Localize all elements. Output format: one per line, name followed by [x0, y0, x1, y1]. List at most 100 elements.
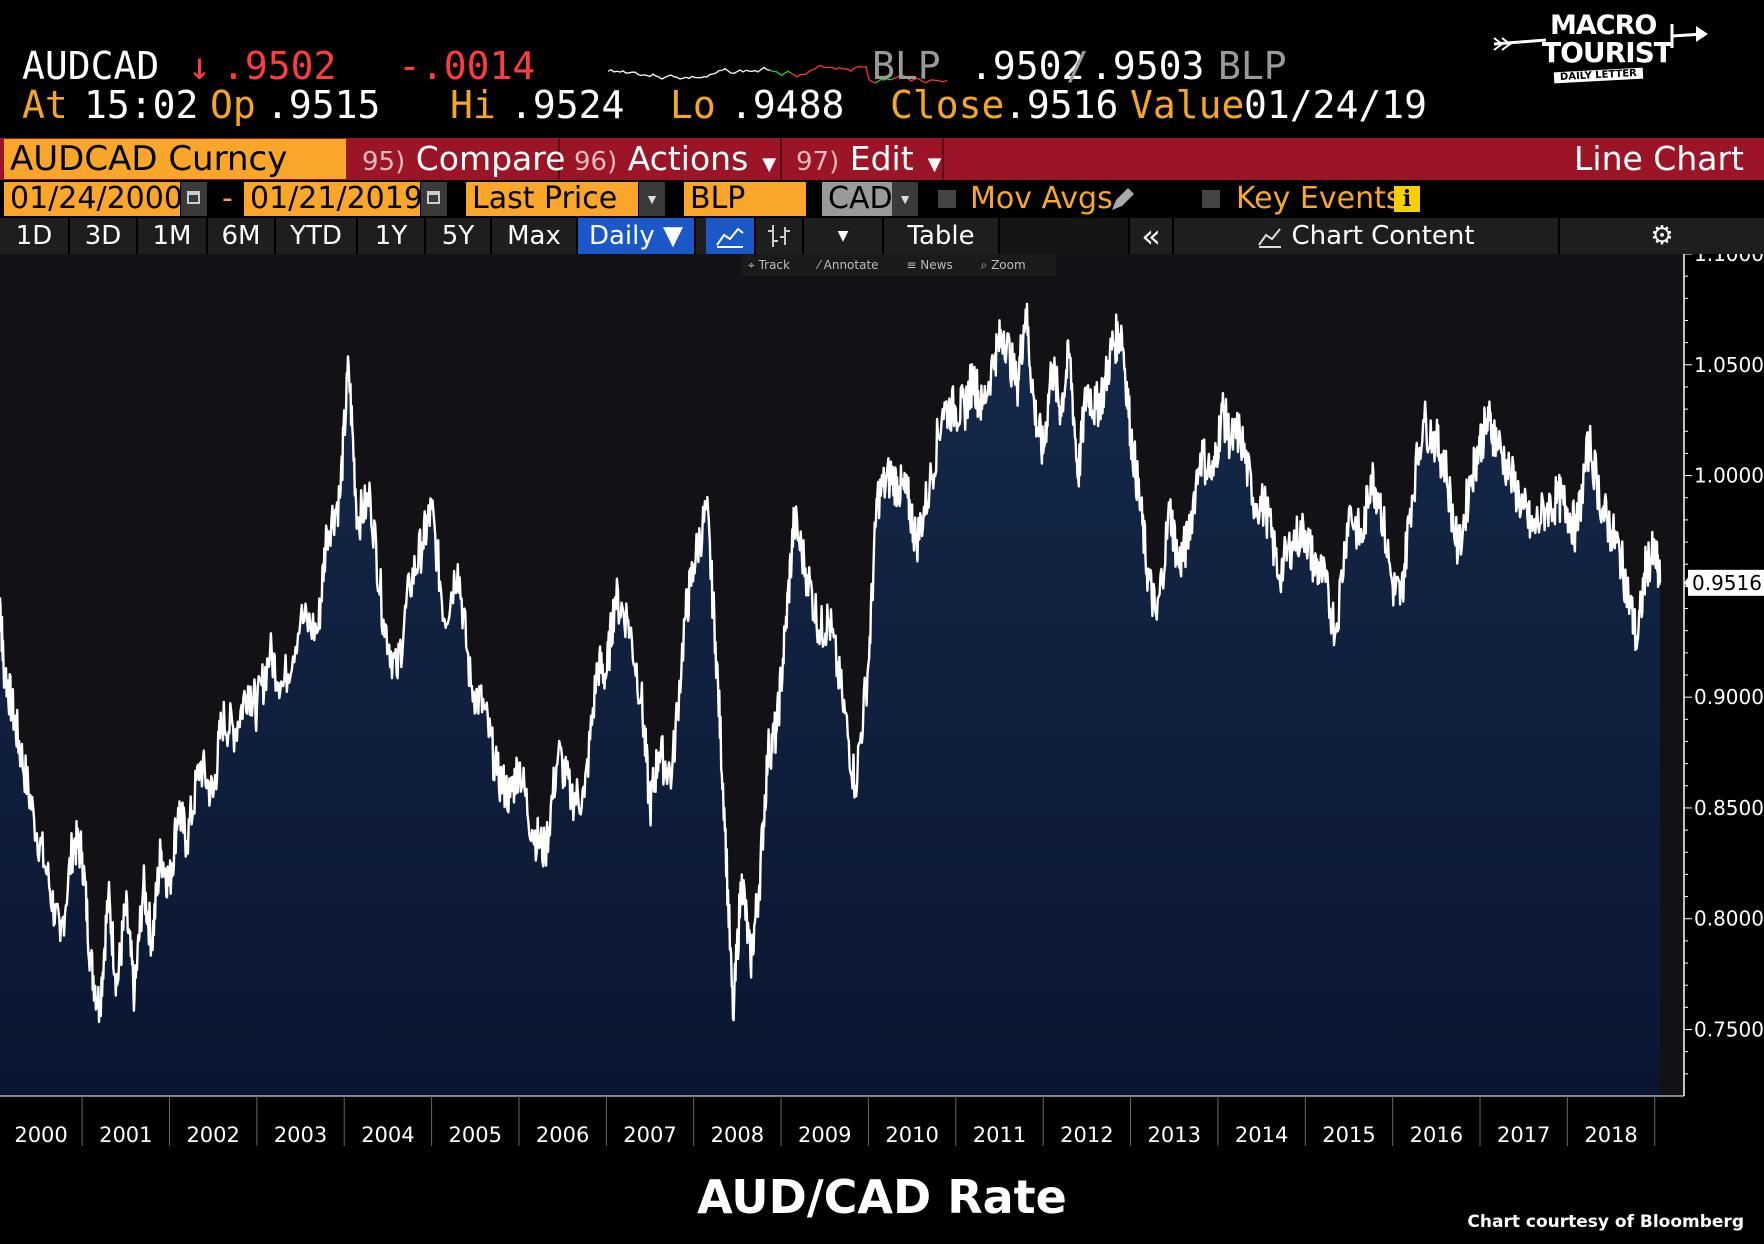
ticker: AUDCAD: [22, 44, 160, 88]
high-value: .9524: [510, 83, 625, 127]
low-value: .9488: [730, 83, 845, 127]
last-price-pointer: [1684, 574, 1690, 591]
x-tick-label: 2015: [1322, 1123, 1375, 1147]
table-button[interactable]: Table: [884, 218, 1000, 254]
date-range-dash: -: [222, 181, 233, 216]
close-label: Close: [890, 83, 1005, 127]
field-select[interactable]: Last Price: [466, 182, 638, 216]
chart-mini-toolbar: ⌖ Track ⁄ Annotate ≡ News ⌕ Zoom: [742, 254, 1056, 276]
compare-menu[interactable]: 95) Compare: [348, 138, 565, 180]
line-chart-icon[interactable]: [706, 218, 756, 254]
intraday-sparkline: [608, 64, 948, 84]
actions-label: Actions: [627, 139, 749, 178]
chart-type-label: Line Chart: [1574, 139, 1744, 178]
sparkline-green: [769, 69, 792, 77]
x-tick-label: 2014: [1235, 1123, 1288, 1147]
currency-select[interactable]: CAD: [822, 182, 893, 216]
actions-number: 96): [574, 147, 618, 177]
last-price: .9502: [222, 44, 337, 88]
x-tick-label: 2001: [99, 1123, 152, 1147]
ohlc-bar-icon[interactable]: [756, 218, 804, 254]
value-date: 01/24/19: [1244, 83, 1428, 127]
range-bar: 1D 3D 1M 6M YTD 1Y 5Y Max Daily ▼ ▼ Tabl…: [0, 218, 1764, 254]
range-1y[interactable]: 1Y: [358, 218, 426, 254]
settings-bar: 01/24/2000 - 01/21/2019 Last Price ▼ BLP…: [0, 180, 1764, 218]
x-tick-label: 2003: [274, 1123, 327, 1147]
x-axis: 2000 2001 2002 2003 2004 2005 2006 2007 2008 2009…: [0, 1095, 1684, 1154]
chevron-down-icon[interactable]: ▼: [804, 218, 884, 254]
y-tick-label: 0.8000: [1694, 907, 1764, 931]
range-1d[interactable]: 1D: [0, 218, 70, 254]
price-line: [0, 302, 1662, 1024]
key-events-checkbox[interactable]: [1202, 190, 1220, 208]
price-chart[interactable]: 1.10001.05001.00000.95000.90000.85000.80…: [0, 254, 1764, 1154]
sparkline-red: [892, 74, 948, 84]
x-tick-label: 2008: [711, 1123, 764, 1147]
y-tick-label: 1.1000: [1694, 254, 1764, 266]
x-tick-label: 2018: [1584, 1123, 1637, 1147]
sparkline-green: [874, 78, 894, 84]
annotate-tool[interactable]: ⁄ Annotate: [817, 258, 879, 272]
bid-source: BLP: [872, 44, 941, 88]
bid: .9502: [970, 44, 1085, 88]
actions-menu[interactable]: 96) Actions ▼: [560, 138, 782, 180]
y-tick-label: 1.0000: [1694, 464, 1764, 488]
edit-menu[interactable]: 97) Edit ▼: [782, 138, 944, 180]
x-tick-label: 2012: [1060, 1123, 1113, 1147]
range-1m[interactable]: 1M: [138, 218, 208, 254]
compare-label: Compare: [415, 139, 566, 178]
net-change: -.0014: [398, 44, 536, 88]
x-tick-label: 2016: [1410, 1123, 1463, 1147]
edit-number: 97): [796, 147, 840, 177]
info-icon[interactable]: i: [1394, 186, 1420, 212]
chart-credit: Chart courtesy of Bloomberg: [1467, 1212, 1744, 1232]
zoom-tool[interactable]: ⌕ Zoom: [980, 258, 1026, 272]
x-tick-label: 2009: [798, 1123, 851, 1147]
collapse-icon[interactable]: «: [1130, 218, 1174, 254]
open-value: .9515: [266, 83, 381, 127]
edit-label: Edit: [849, 139, 914, 178]
end-date-field[interactable]: 01/21/2019: [244, 182, 423, 216]
chart-title: AUD/CAD Rate: [697, 1170, 1067, 1224]
x-tick-label: 2013: [1148, 1123, 1201, 1147]
x-tick-label: 2004: [361, 1123, 414, 1147]
y-axis: 1.10001.05001.00000.95000.90000.85000.80…: [1683, 254, 1764, 1096]
chart-content-button[interactable]: Chart Content: [1174, 218, 1560, 254]
calendar-icon[interactable]: [181, 182, 207, 216]
last-price-label: 0.9516: [1692, 571, 1762, 595]
range-3d[interactable]: 3D: [70, 218, 138, 254]
start-date-field[interactable]: 01/24/2000: [4, 182, 183, 216]
x-tick-label: 2011: [973, 1123, 1026, 1147]
chevron-down-icon[interactable]: ▼: [892, 182, 918, 216]
calendar-icon[interactable]: [421, 182, 447, 216]
main-menu-bar: AUDCAD Curncy 95) Compare 96) Actions ▼ 9…: [0, 138, 1764, 180]
chevron-down-icon[interactable]: ▼: [639, 182, 665, 216]
key-events-label: Key Events: [1236, 181, 1402, 216]
x-tick-label: 2017: [1497, 1123, 1550, 1147]
close-value: .9516: [1004, 83, 1119, 127]
mov-avgs-checkbox[interactable]: [938, 190, 956, 208]
track-tool[interactable]: ⌖ Track: [748, 258, 790, 272]
bid-ask-separator: /: [1066, 44, 1089, 88]
at-label: At: [22, 83, 68, 127]
logo-line1: MACRO: [1550, 10, 1657, 41]
pencil-icon[interactable]: [1108, 186, 1136, 214]
y-tick-label: 0.8500: [1694, 796, 1764, 820]
news-tool[interactable]: ≡ News: [906, 258, 953, 272]
range-ytd[interactable]: YTD: [276, 218, 358, 254]
macro-tourist-logo: MACRO TOURIST DAILY LETTER: [1490, 10, 1720, 88]
range-6m[interactable]: 6M: [208, 218, 276, 254]
range-max[interactable]: Max: [492, 218, 578, 254]
source-field[interactable]: BLP: [684, 182, 806, 216]
price-area-fill: [0, 303, 1660, 1096]
logo-line2: TOURIST: [1542, 36, 1673, 69]
at-time: 15:02: [84, 83, 199, 127]
period-select[interactable]: Daily ▼: [578, 218, 696, 254]
y-tick-label: 0.9000: [1694, 685, 1764, 709]
gear-icon[interactable]: ⚙: [1650, 221, 1674, 251]
chart-content-label: Chart Content: [1291, 221, 1475, 251]
high-label: Hi: [450, 83, 496, 127]
range-5y[interactable]: 5Y: [426, 218, 492, 254]
y-tick-label: 1.0500: [1694, 353, 1764, 377]
security-field[interactable]: AUDCAD Curncy: [4, 139, 346, 179]
